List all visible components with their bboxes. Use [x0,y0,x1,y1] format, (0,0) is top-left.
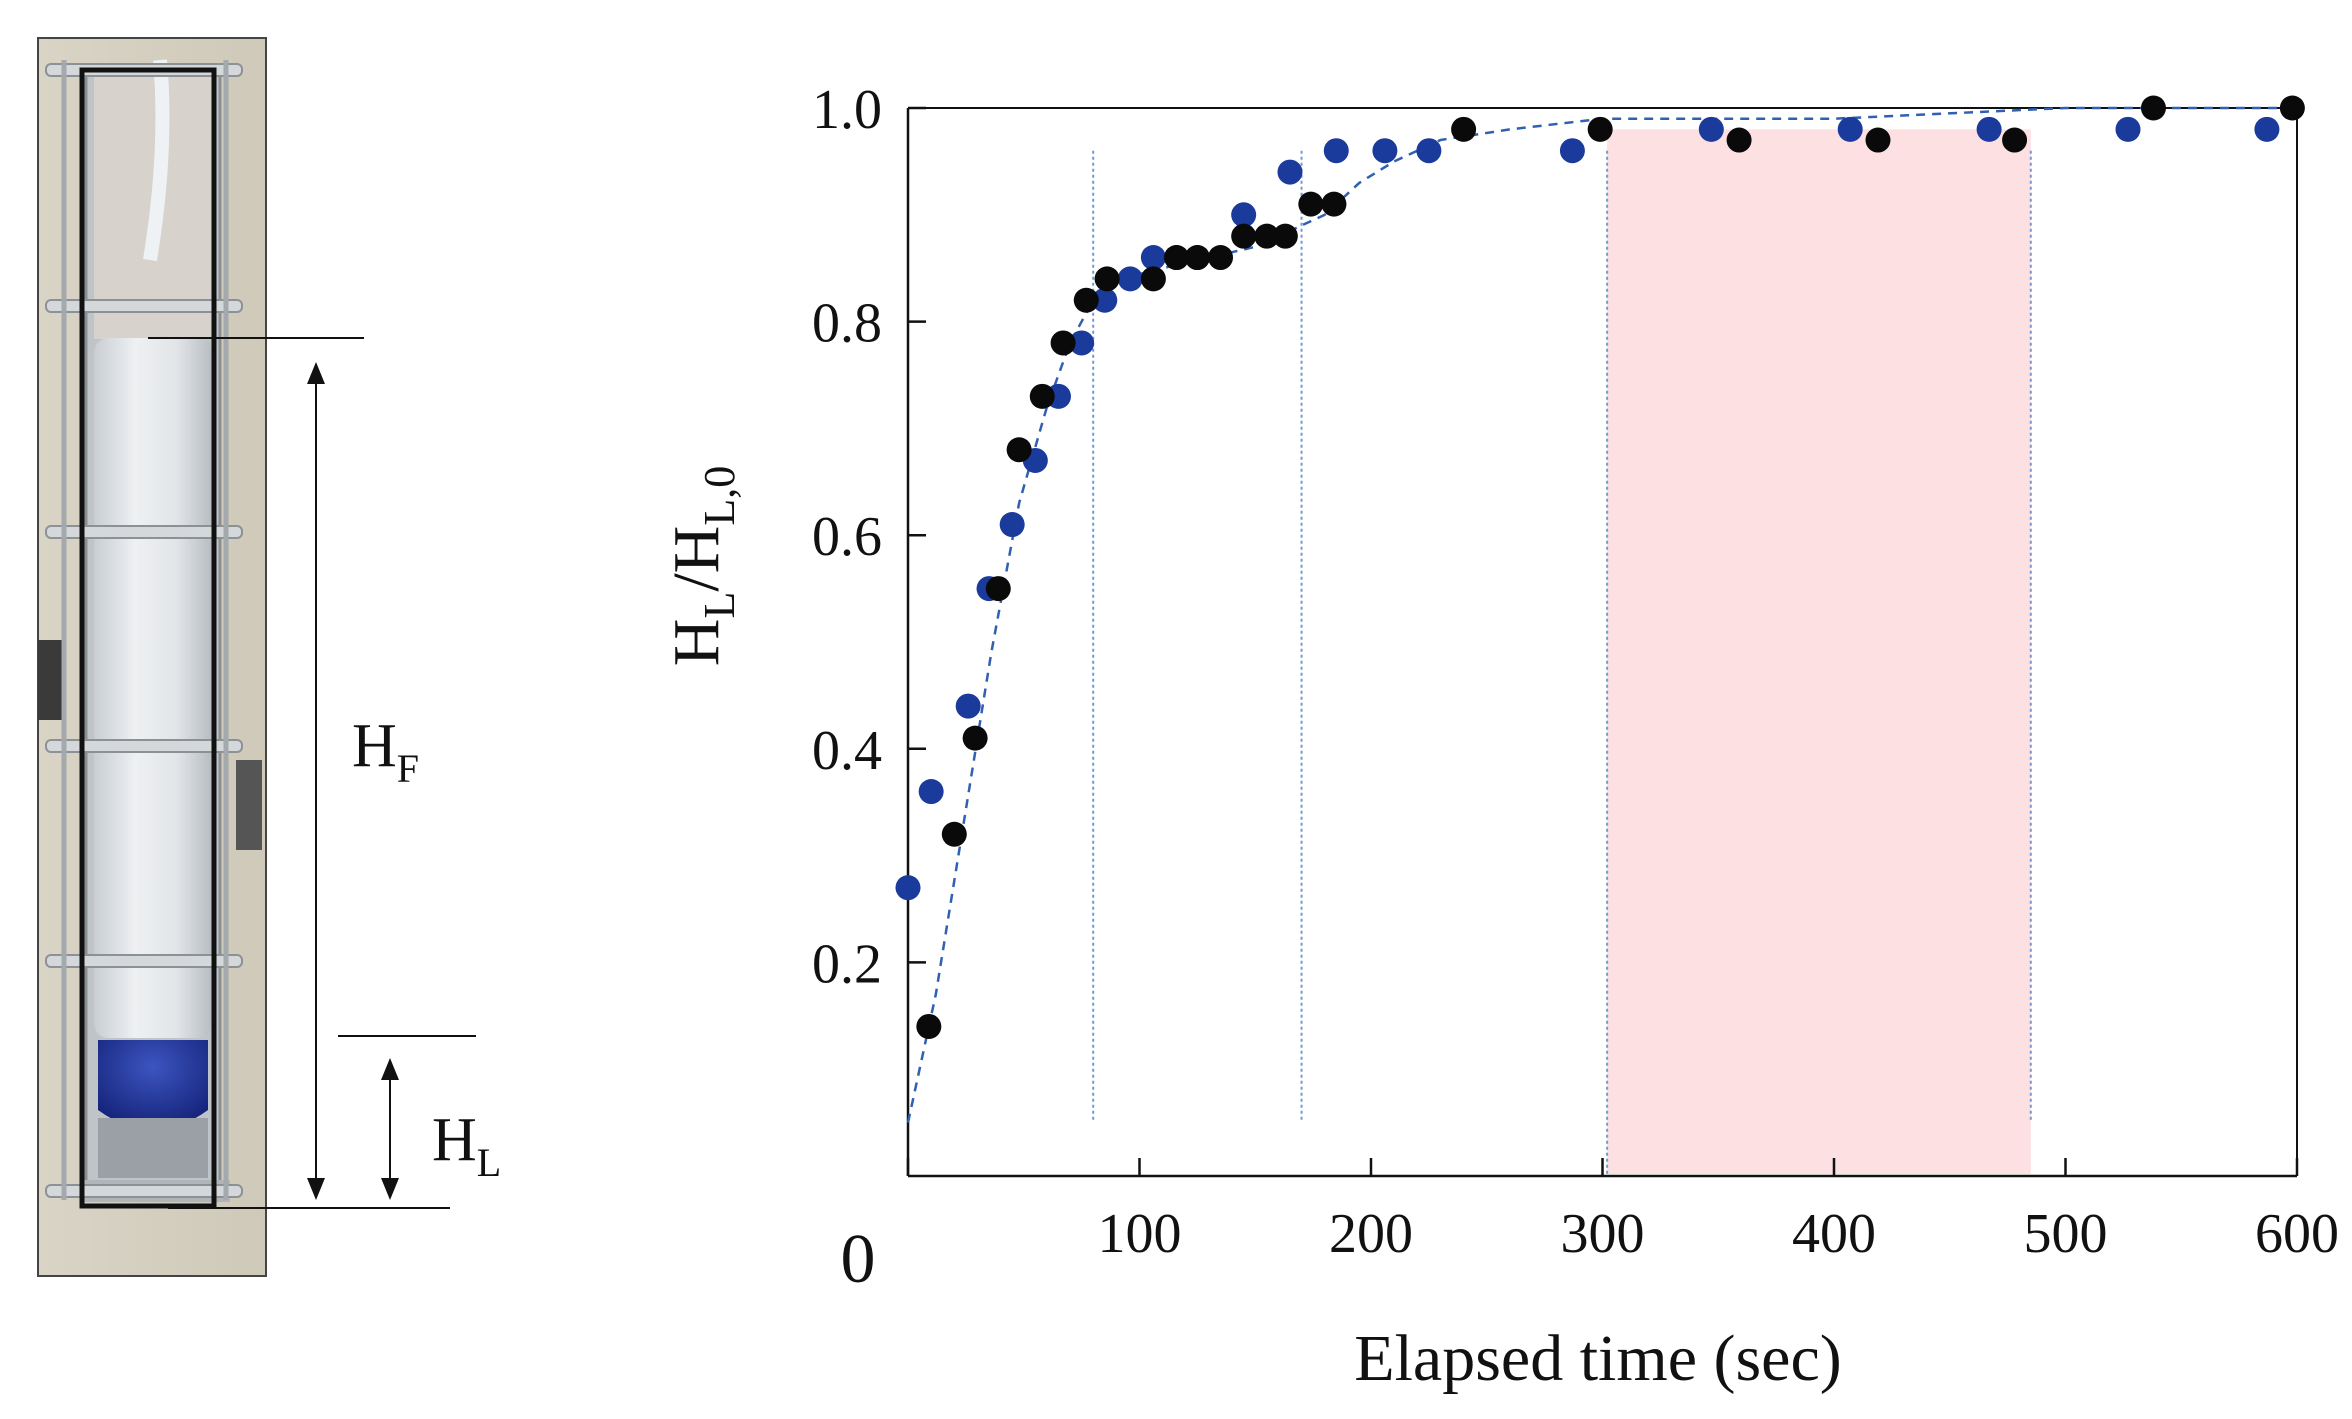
data-point-black [985,576,1011,602]
data-point-blue [1837,116,1863,142]
data-point-blue [1140,245,1166,271]
data-point-black [941,821,967,847]
guide-lines [1092,150,2032,1176]
data-point-black [1726,127,1752,153]
data-point-black [962,725,988,751]
data-point-blue [895,875,921,901]
data-point-black [1094,266,1120,292]
data-point-blue [1559,138,1585,164]
tube [143,59,170,262]
hl-label: HL [432,1106,501,1185]
y-tick-label: 0.8 [812,293,882,355]
data-point-blue [1698,116,1724,142]
y-tick-label: 0.6 [812,506,882,568]
photo-stand-left [38,640,62,720]
column-photo [37,37,267,1277]
data-point-black [1231,223,1257,249]
height-annotations [148,337,476,1209]
data-point-black [1029,383,1055,409]
data-point-black [1254,223,1280,249]
arrowheads [307,362,399,1200]
y-axis-label: HL/HL,0 [660,466,744,666]
y-tick-label: 0.2 [812,933,882,995]
data-point-blue [999,512,1025,538]
fit-curve [906,106,2297,1123]
liquid [98,1040,208,1130]
data-point-black [916,1013,942,1039]
data-point-black [1140,266,1166,292]
data-point-blue [1231,202,1257,228]
data-point-black [1073,287,1099,313]
data-point-blue [1416,138,1442,164]
data-point-blue [1372,138,1398,164]
bottom-fitting [98,1118,208,1178]
data-point-black [2140,95,2166,121]
data-point-blue [918,779,944,805]
x-tick-labels: 0 100 200 300 400 500 600 [841,1203,2340,1298]
column-outline [79,67,217,1209]
data-point-black [1006,437,1032,463]
photo-stand-right [236,760,262,850]
data-point-black [1050,330,1076,356]
plot-frame [906,107,2298,1178]
hf-label: HF [352,712,419,791]
data-point-black [1587,116,1613,142]
data-point-black [2002,127,2028,153]
data-point-blue [2115,116,2141,142]
data-point-black [1272,223,1298,249]
x-tick-label: 400 [1792,1203,1876,1265]
data-point-black [1208,245,1234,271]
data-point-blue [1092,287,1118,313]
x-tick-label: 600 [2255,1203,2339,1265]
data-point-black [2279,95,2305,121]
chart: 0 100 200 300 400 500 600 0.2 0.4 0.6 0.8 1.0 Elap… [660,79,2339,1395]
data-point-blue [1976,116,2002,142]
data-point-blue [1069,330,1095,356]
data-point-black [1451,116,1477,142]
x-tick-label: 0 [841,1221,876,1298]
y-tick-label: 0.4 [812,720,882,782]
y-tick-labels: 0.2 0.4 0.6 0.8 1.0 [812,79,882,995]
flanges [45,63,243,1198]
x-axis-label: Elapsed time (sec) [1354,1322,1841,1395]
data-point-blue [2254,116,2280,142]
data-point-black [1184,245,1210,271]
axis-ticks [906,106,2299,1176]
data-point-blue [955,693,981,719]
stable-region-highlight [1607,129,2031,1175]
x-tick-label: 300 [1561,1203,1645,1265]
foam [94,338,212,1038]
data-point-black [1164,245,1190,271]
x-tick-label: 200 [1329,1203,1413,1265]
x-tick-label: 500 [2024,1203,2108,1265]
data-point-blue [1323,138,1349,164]
series-black [916,95,2305,1039]
data-point-black [1865,127,1891,153]
data-point-blue [1117,266,1143,292]
x-tick-label: 100 [1098,1203,1182,1265]
y-tick-label: 1.0 [812,79,882,141]
data-point-blue [1277,159,1303,185]
data-point-black [1321,191,1347,217]
rods [61,60,229,1200]
data-point-black [1298,191,1324,217]
series-blue [895,116,2280,901]
